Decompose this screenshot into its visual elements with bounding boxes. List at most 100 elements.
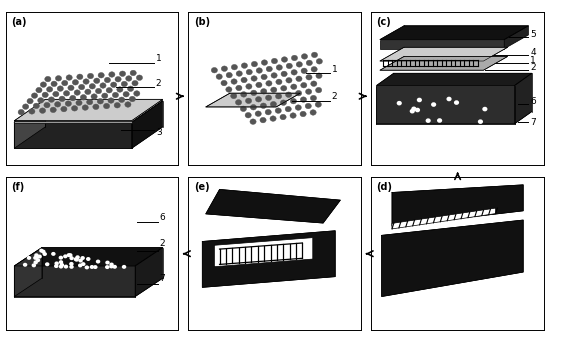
Circle shape xyxy=(447,97,452,101)
Circle shape xyxy=(27,98,33,104)
Circle shape xyxy=(59,256,63,260)
Circle shape xyxy=(306,60,312,66)
Polygon shape xyxy=(380,40,504,49)
Circle shape xyxy=(266,66,272,72)
Circle shape xyxy=(415,108,420,112)
Circle shape xyxy=(241,92,247,97)
Circle shape xyxy=(59,263,64,267)
Circle shape xyxy=(301,83,307,88)
Circle shape xyxy=(105,261,110,265)
Text: 2: 2 xyxy=(332,92,337,101)
Circle shape xyxy=(44,103,50,108)
Circle shape xyxy=(315,87,321,93)
Polygon shape xyxy=(14,101,163,122)
Text: 5: 5 xyxy=(530,30,536,39)
Circle shape xyxy=(231,79,237,84)
Circle shape xyxy=(81,262,85,266)
Circle shape xyxy=(311,52,318,58)
Circle shape xyxy=(270,116,276,121)
Circle shape xyxy=(54,261,59,266)
Circle shape xyxy=(129,96,135,102)
Text: 2: 2 xyxy=(159,239,165,248)
Circle shape xyxy=(69,265,74,269)
Polygon shape xyxy=(504,26,529,49)
Polygon shape xyxy=(14,99,163,121)
Circle shape xyxy=(68,85,74,90)
Circle shape xyxy=(72,79,79,85)
Circle shape xyxy=(276,65,282,70)
Text: 1: 1 xyxy=(530,56,536,65)
Circle shape xyxy=(37,255,42,259)
Circle shape xyxy=(125,102,131,107)
Circle shape xyxy=(106,87,112,93)
Circle shape xyxy=(306,75,312,80)
Text: (a): (a) xyxy=(11,17,27,26)
Text: 1: 1 xyxy=(156,54,162,63)
Circle shape xyxy=(104,77,110,83)
Circle shape xyxy=(301,68,307,74)
Circle shape xyxy=(40,82,46,87)
Circle shape xyxy=(109,262,114,267)
Circle shape xyxy=(65,101,71,106)
Circle shape xyxy=(59,265,63,269)
Polygon shape xyxy=(202,231,335,287)
Circle shape xyxy=(113,265,117,269)
Circle shape xyxy=(256,82,262,88)
Circle shape xyxy=(306,89,312,94)
Circle shape xyxy=(410,109,415,114)
Circle shape xyxy=(118,97,125,103)
Circle shape xyxy=(241,106,246,111)
Circle shape xyxy=(126,76,132,81)
Circle shape xyxy=(123,92,129,97)
Circle shape xyxy=(134,91,140,96)
Circle shape xyxy=(246,84,252,89)
Circle shape xyxy=(46,87,53,92)
Circle shape xyxy=(256,68,263,73)
Text: 2: 2 xyxy=(530,63,536,72)
Circle shape xyxy=(33,103,40,109)
Circle shape xyxy=(478,119,483,124)
Circle shape xyxy=(54,101,61,107)
Circle shape xyxy=(36,87,42,93)
Circle shape xyxy=(23,104,29,109)
Circle shape xyxy=(236,71,242,76)
Circle shape xyxy=(87,73,93,79)
Circle shape xyxy=(63,254,67,258)
Circle shape xyxy=(301,54,307,59)
Text: (c): (c) xyxy=(376,17,391,26)
Circle shape xyxy=(276,79,282,85)
Circle shape xyxy=(265,109,271,115)
Circle shape xyxy=(89,265,94,269)
Circle shape xyxy=(296,62,302,67)
Circle shape xyxy=(437,118,442,123)
Circle shape xyxy=(250,105,256,110)
Polygon shape xyxy=(392,185,523,226)
Circle shape xyxy=(97,98,104,104)
Polygon shape xyxy=(14,248,163,266)
Circle shape xyxy=(271,101,277,107)
Circle shape xyxy=(250,119,256,125)
Polygon shape xyxy=(514,73,532,124)
Circle shape xyxy=(271,58,277,64)
Circle shape xyxy=(245,112,251,118)
Circle shape xyxy=(115,76,121,82)
Circle shape xyxy=(38,98,44,103)
Circle shape xyxy=(114,103,121,108)
Circle shape xyxy=(310,95,316,101)
Circle shape xyxy=(291,69,297,75)
Circle shape xyxy=(130,70,136,76)
Circle shape xyxy=(291,84,297,89)
Polygon shape xyxy=(392,208,496,229)
Circle shape xyxy=(482,107,487,111)
Polygon shape xyxy=(381,220,523,297)
Circle shape xyxy=(255,97,261,102)
Circle shape xyxy=(281,71,287,77)
Circle shape xyxy=(89,84,96,89)
Circle shape xyxy=(87,99,93,105)
Circle shape xyxy=(108,98,114,103)
Polygon shape xyxy=(14,266,135,297)
Circle shape xyxy=(300,111,306,117)
Circle shape xyxy=(100,83,106,88)
Circle shape xyxy=(57,86,63,92)
Circle shape xyxy=(121,81,127,87)
